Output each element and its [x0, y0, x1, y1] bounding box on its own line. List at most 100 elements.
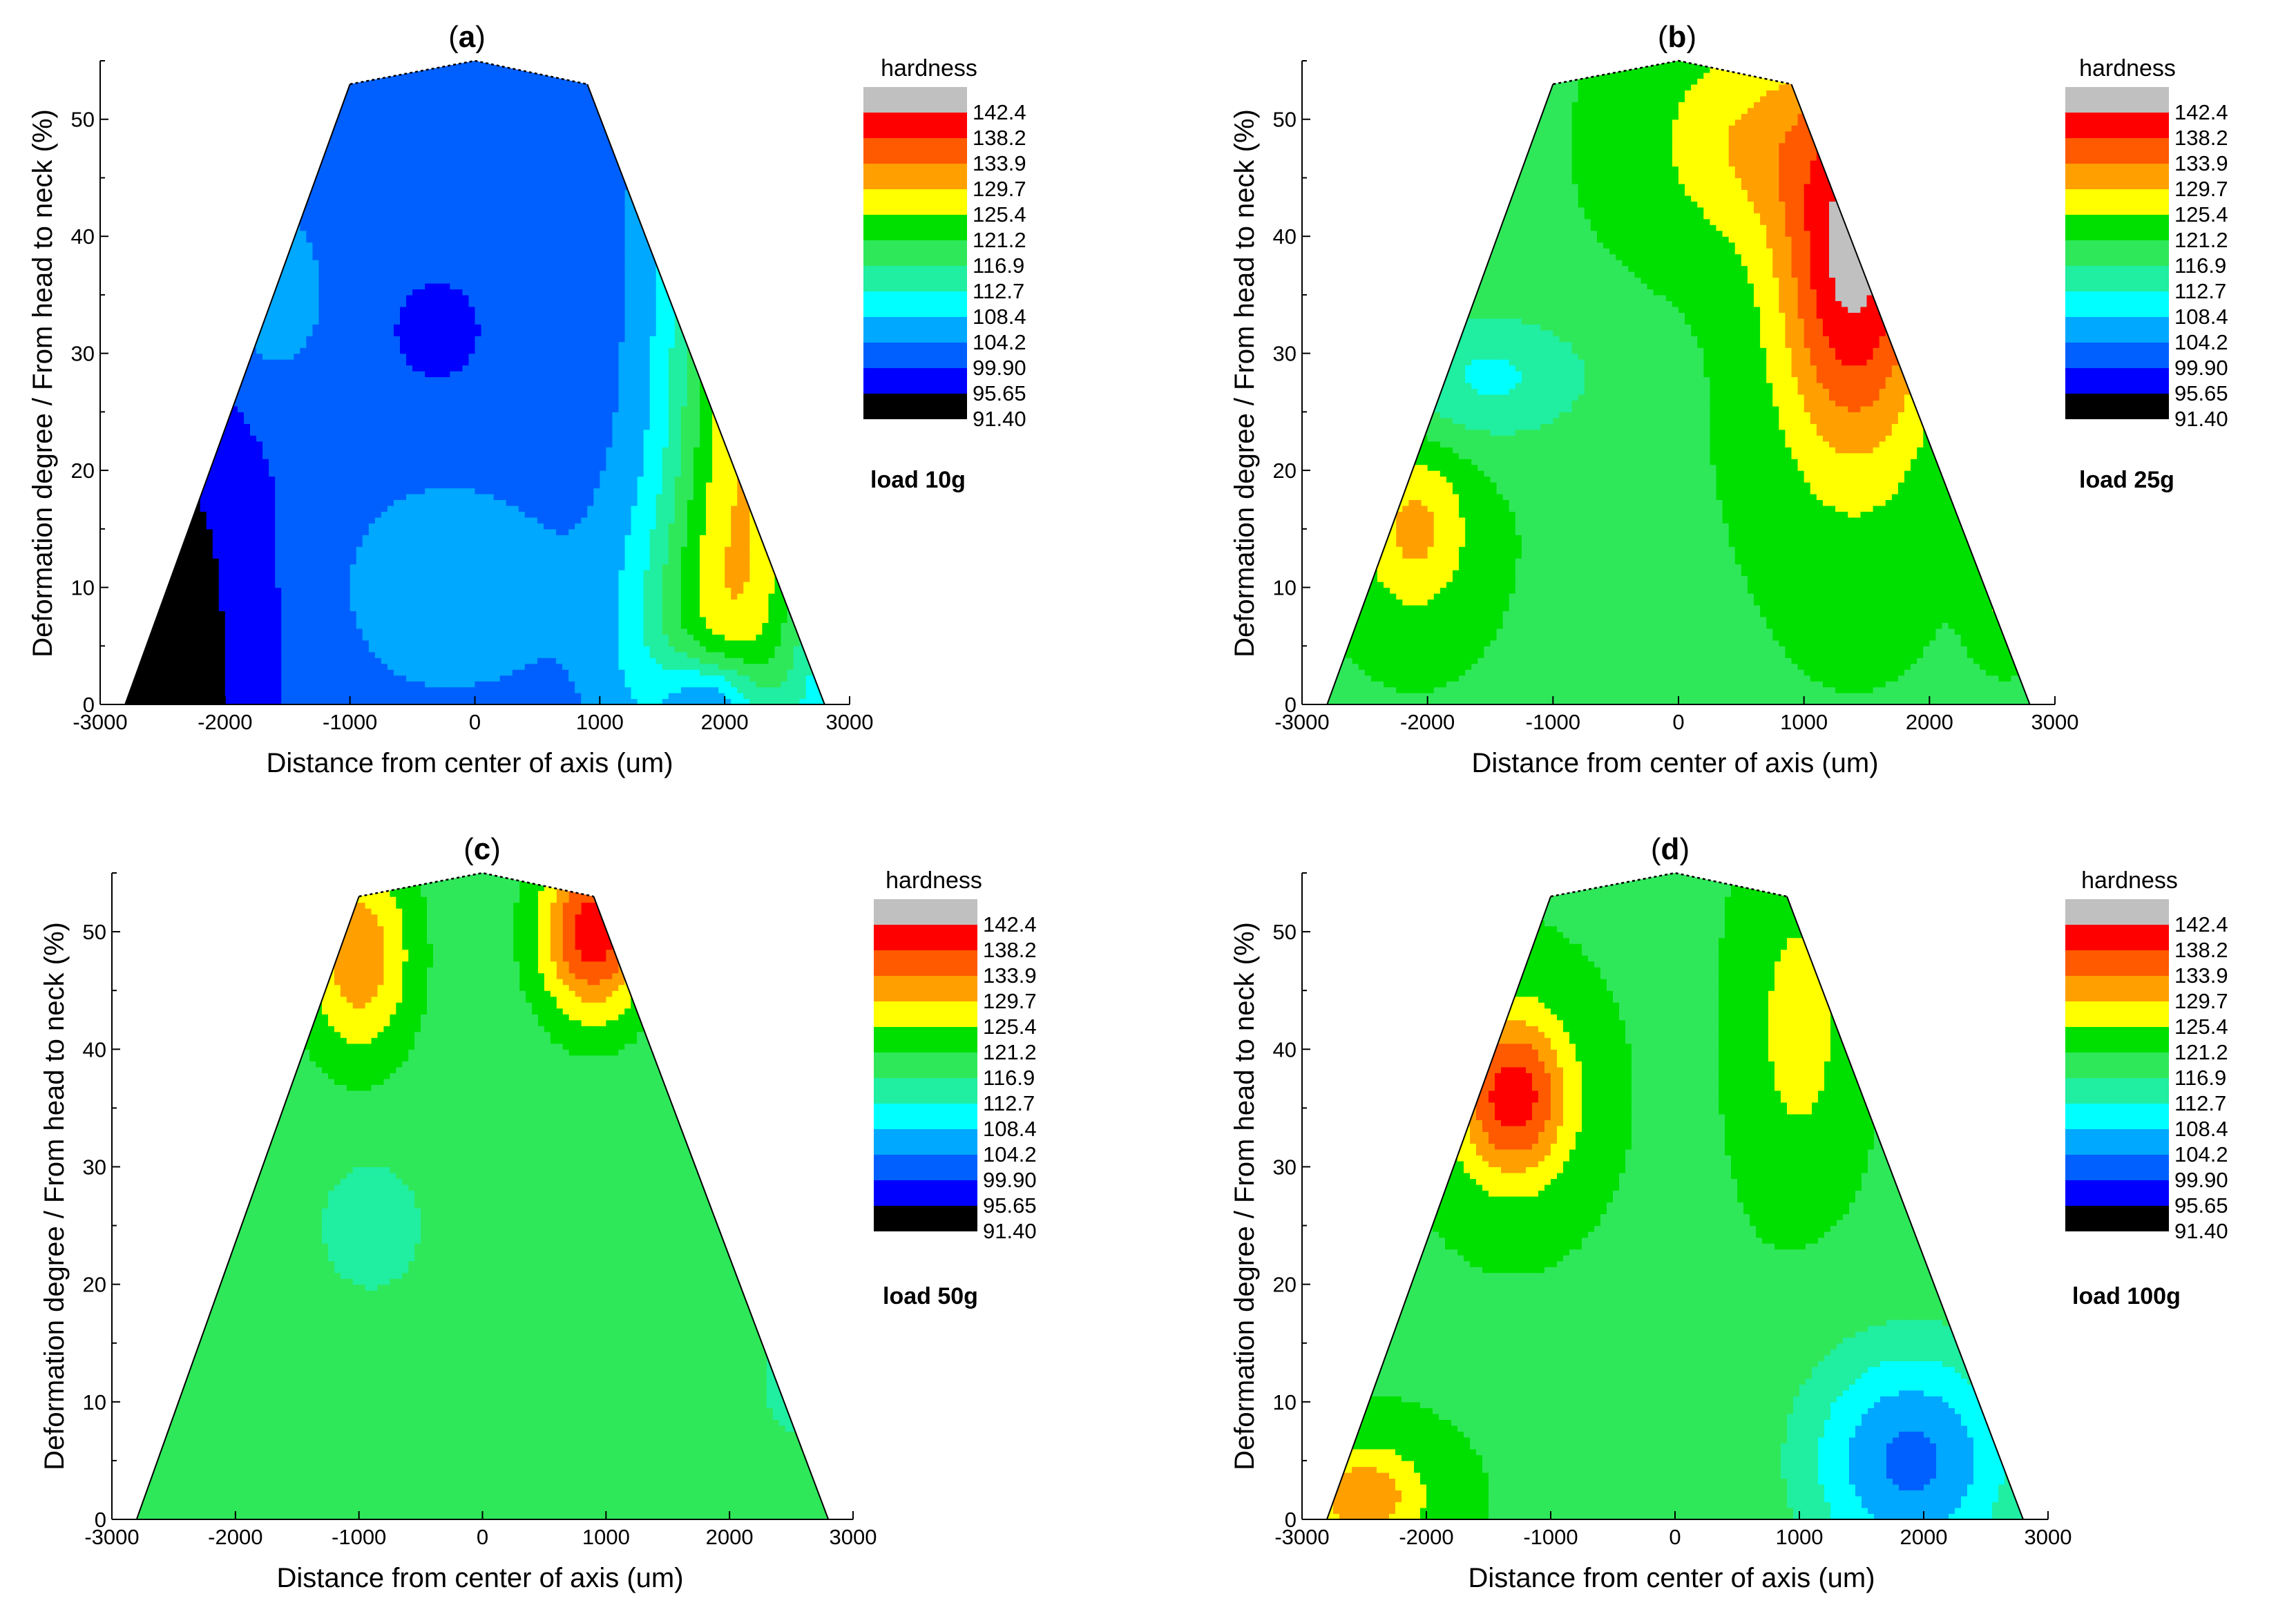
- contour-cell: [718, 616, 725, 623]
- contour-cell: [306, 611, 314, 617]
- contour-cell: [543, 646, 551, 653]
- contour-cell: [400, 564, 407, 570]
- contour-cell: [318, 587, 326, 594]
- contour-cell: [150, 651, 157, 658]
- contour-cell: [668, 640, 676, 646]
- contour-cell: [793, 646, 801, 653]
- contour-cell: [543, 611, 551, 617]
- contour-cell: [206, 663, 213, 670]
- contour-cell: [737, 540, 744, 547]
- contour-cell: [412, 464, 419, 471]
- contour-cell: [475, 640, 482, 646]
- contour-cell: [556, 575, 563, 582]
- contour-cell: [468, 464, 476, 471]
- contour-cell: [450, 693, 457, 700]
- contour-cell: [530, 651, 538, 658]
- contour-cell: [512, 611, 519, 617]
- contour-cell: [743, 599, 750, 606]
- contour-cell: [587, 540, 594, 547]
- contour-cell: [193, 628, 201, 635]
- contour-cell: [593, 540, 600, 547]
- contour-cell: [462, 488, 470, 494]
- contour-cell: [518, 599, 526, 606]
- contour-cell: [656, 488, 663, 494]
- contour-cell: [300, 634, 307, 641]
- contour-cell: [481, 564, 488, 570]
- contour-cell: [749, 686, 756, 693]
- contour-cell: [537, 593, 544, 600]
- contour-cell: [200, 616, 207, 623]
- contour-cell: [656, 675, 663, 682]
- contour-cell: [350, 511, 357, 518]
- contour-cell: [556, 616, 563, 623]
- contour-cell: [743, 669, 750, 676]
- contour-cell: [518, 587, 526, 594]
- contour-cell: [537, 552, 544, 559]
- contour-cell: [768, 663, 776, 670]
- contour-cell: [712, 681, 719, 688]
- contour-cell: [193, 616, 201, 623]
- contour-cell: [437, 640, 444, 646]
- contour-cell: [462, 558, 470, 565]
- contour-cell: [662, 622, 669, 629]
- contour-cell: [425, 564, 432, 570]
- contour-cell: [256, 564, 263, 570]
- contour-cell: [362, 528, 370, 535]
- contour-cell: [431, 681, 438, 688]
- contour-cell: [499, 681, 507, 688]
- contour-cell: [331, 523, 338, 530]
- contour-cell: [506, 575, 513, 582]
- contour-cell: [425, 535, 432, 541]
- contour-cell: [419, 558, 425, 565]
- contour-cell: [431, 663, 438, 670]
- contour-cell: [668, 570, 676, 577]
- contour-cell: [612, 657, 620, 664]
- contour-cell: [281, 599, 288, 606]
- contour-cell: [737, 570, 744, 577]
- contour-cell: [674, 698, 682, 704]
- contour-cell: [568, 628, 575, 635]
- contour-cell: [269, 604, 276, 612]
- contour-cell: [256, 628, 263, 635]
- contour-cell: [506, 505, 513, 512]
- contour-cell: [475, 552, 482, 559]
- contour-cell: [593, 476, 600, 483]
- contour-cell: [312, 476, 320, 483]
- contour-cell: [356, 675, 363, 682]
- contour-cell: [700, 611, 707, 617]
- contour-cell: [362, 593, 370, 600]
- contour-cell: [368, 546, 376, 553]
- contour-cell: [300, 459, 307, 465]
- contour-cell: [456, 459, 463, 465]
- contour-cell: [475, 611, 482, 617]
- contour-cell: [381, 593, 388, 600]
- contour-cell: [475, 663, 482, 670]
- contour-cell: [581, 675, 588, 682]
- contour-cell: [700, 646, 707, 653]
- contour-cell: [506, 599, 513, 606]
- contour-cell: [200, 505, 207, 512]
- contour-cell: [481, 470, 488, 477]
- contour-cell: [350, 546, 357, 553]
- contour-cell: [450, 505, 457, 512]
- contour-cell: [325, 528, 332, 535]
- contour-cell: [368, 657, 376, 664]
- contour-cell: [737, 611, 744, 617]
- contour-cell: [518, 482, 526, 489]
- contour-cell: [294, 552, 300, 559]
- contour-cell: [356, 575, 363, 582]
- contour-cell: [737, 587, 744, 594]
- contour-cell: [187, 663, 195, 670]
- contour-cell: [237, 493, 245, 501]
- contour-cell: [530, 511, 538, 518]
- contour-cell: [649, 681, 657, 688]
- contour-cell: [312, 499, 320, 506]
- contour-cell: [530, 611, 538, 617]
- contour-cell: [406, 575, 413, 582]
- contour-cell: [556, 540, 563, 547]
- contour-cell: [812, 698, 819, 704]
- contour-cell: [624, 634, 632, 641]
- contour-cell: [343, 459, 351, 465]
- contour-cell: [212, 681, 220, 688]
- contour-cell: [312, 611, 320, 617]
